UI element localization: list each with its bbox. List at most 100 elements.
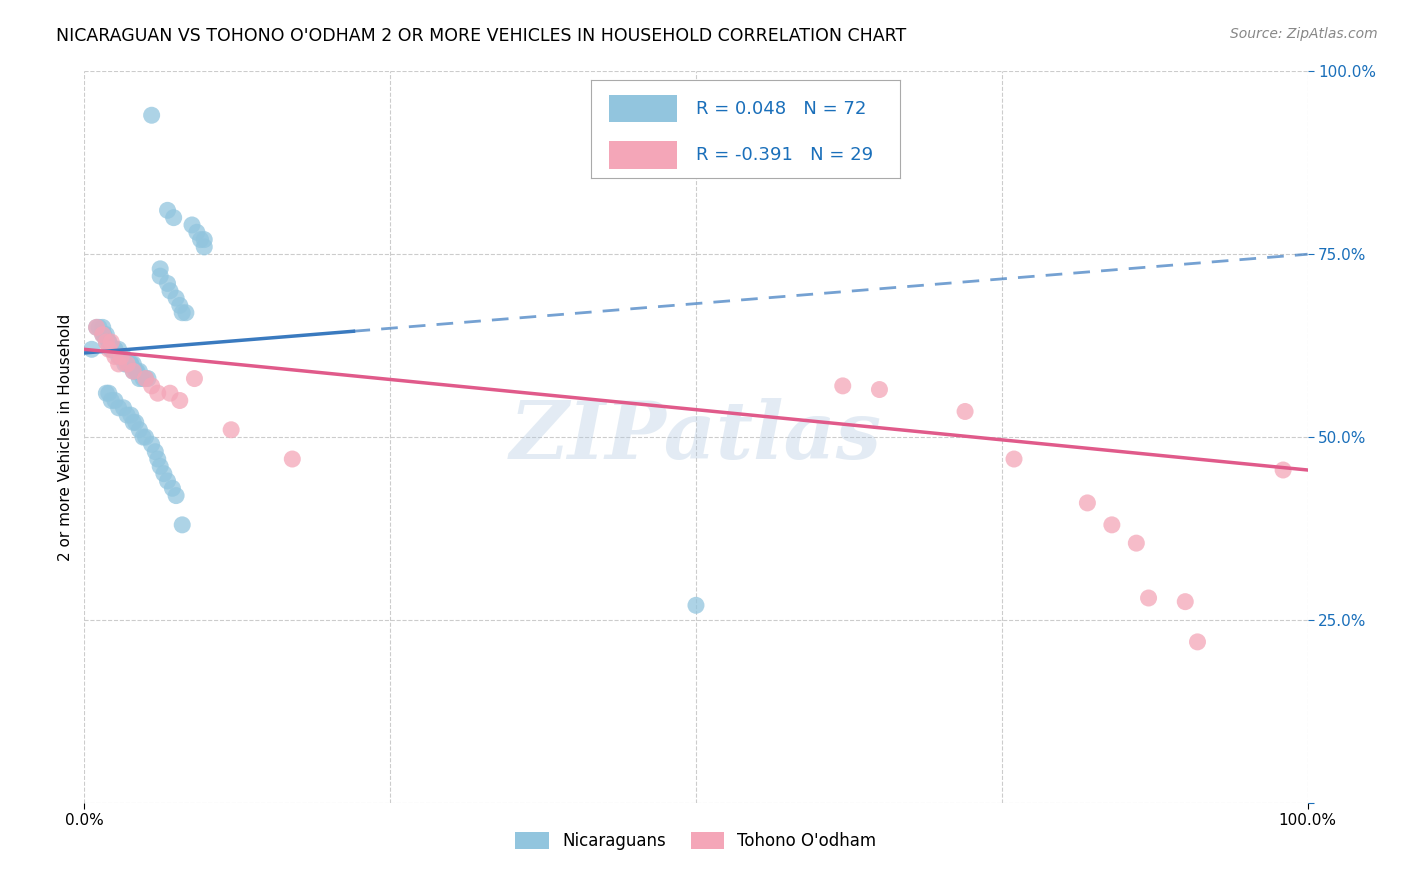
Point [186,225,208,239]
Point [143,444,166,458]
Point [953,404,976,418]
Point [135,371,157,385]
Point [120,357,142,371]
Point [1272,463,1295,477]
Point [156,474,179,488]
Point [159,284,181,298]
Point [141,379,163,393]
Point [87,320,110,334]
Point [120,408,142,422]
Point [136,371,159,385]
Point [1187,635,1209,649]
Text: R = 0.048   N = 72: R = 0.048 N = 72 [696,100,866,118]
Point [96,327,118,342]
Point [115,357,138,371]
Point [112,350,135,364]
Point [132,371,155,385]
Point [120,357,142,371]
Point [91,327,114,342]
Point [100,334,122,349]
Point [159,386,181,401]
Point [174,306,197,320]
Point [97,343,120,357]
Point [107,401,129,415]
Point [141,108,163,122]
Point [107,343,129,357]
Point [141,437,163,451]
Point [93,327,115,342]
Bar [609,141,678,169]
Point [80,343,103,357]
Point [96,334,118,349]
Point [153,467,176,481]
Point [135,430,157,444]
Point [110,350,132,364]
Point [685,599,707,613]
Point [117,357,139,371]
Point [96,386,118,401]
Point [128,371,150,385]
Point [193,240,215,254]
Point [122,357,145,371]
Point [100,393,122,408]
Point [91,320,114,334]
Point [107,350,129,364]
Point [115,408,138,422]
Point [100,343,122,357]
Point [162,481,184,495]
Point [104,343,127,357]
Point [219,423,242,437]
Point [146,452,169,467]
Point [1076,496,1098,510]
Point [122,364,145,378]
Point [96,334,118,349]
Point [91,327,114,342]
Text: NICARAGUAN VS TOHONO O'ODHAM 2 OR MORE VEHICLES IN HOUSEHOLD CORRELATION CHART: NICARAGUAN VS TOHONO O'ODHAM 2 OR MORE V… [56,27,907,45]
Point [869,383,891,397]
Point [163,211,186,225]
Point [104,350,127,364]
Point [115,357,138,371]
Point [169,298,191,312]
Bar [609,95,678,122]
Point [86,320,108,334]
Point [107,357,129,371]
Point [1002,452,1025,467]
Point [190,233,212,247]
Point [110,350,132,364]
Point [165,489,187,503]
Point [97,334,120,349]
Point [146,386,169,401]
Point [149,269,172,284]
Point [281,452,304,467]
Legend: Nicaraguans, Tohono O'odham: Nicaraguans, Tohono O'odham [509,825,883,856]
Point [169,393,191,408]
Point [100,343,122,357]
Point [135,371,157,385]
Point [110,350,132,364]
Text: R = -0.391   N = 29: R = -0.391 N = 29 [696,146,873,164]
Point [122,416,145,430]
Text: ZIPatlas: ZIPatlas [510,399,882,475]
Point [128,423,150,437]
Point [125,416,148,430]
Point [149,459,172,474]
Point [125,364,148,378]
Point [149,261,172,276]
Point [1137,591,1160,605]
Point [156,277,179,291]
Point [97,386,120,401]
Point [172,517,194,532]
Point [104,343,127,357]
Point [165,291,187,305]
Point [125,364,148,378]
Point [172,306,194,320]
Point [181,218,204,232]
Point [183,371,205,385]
Y-axis label: 2 or more Vehicles in Household: 2 or more Vehicles in Household [58,313,73,561]
Point [1174,594,1197,608]
Point [104,393,127,408]
Point [112,401,135,415]
Point [128,364,150,378]
Point [1101,517,1123,532]
